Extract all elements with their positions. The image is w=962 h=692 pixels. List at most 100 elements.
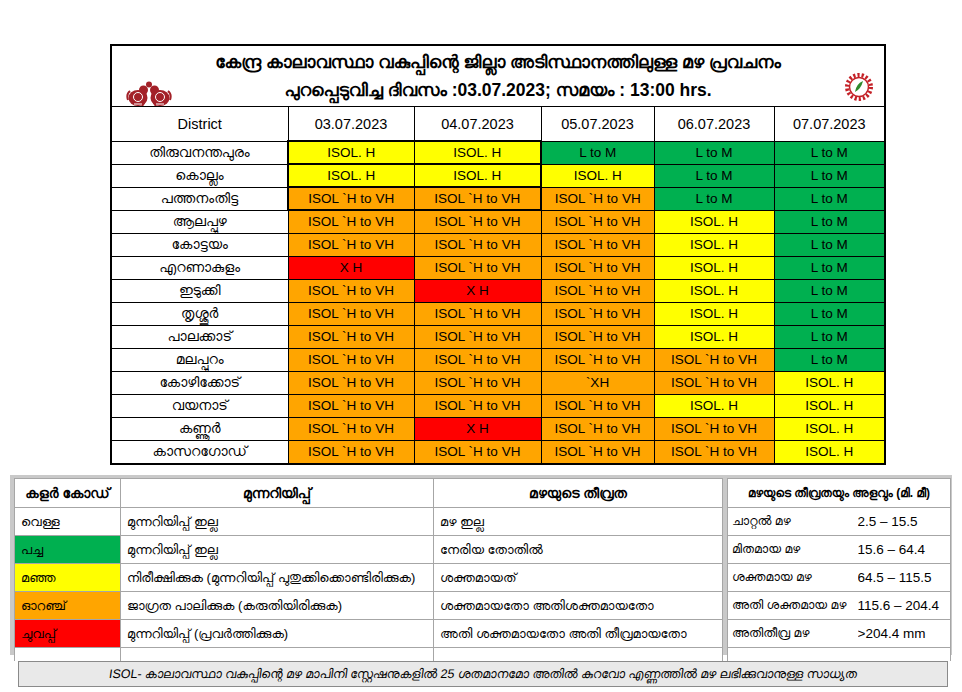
forecast-cell: L to M <box>774 187 885 210</box>
column-header-row: District03.07.202304.07.202305.07.202306… <box>111 107 885 142</box>
forecast-cell: ISOL `H to VH <box>541 233 654 256</box>
rain-type-cell: ശക്തമായ മഴ <box>728 564 858 592</box>
district-name: വയനാട് <box>111 394 288 417</box>
forecast-cell: X H <box>288 256 414 279</box>
forecast-cell: ISOL `H to VH <box>288 440 414 464</box>
forecast-cell: ISOL. H <box>654 394 774 417</box>
rain-range-cell: 64.5 – 115.5 <box>858 564 951 592</box>
warning-cell: മുന്നറിയിപ്പ് ഇല്ല <box>121 508 434 536</box>
rain-type-cell: ചാറ്റൽ മഴ <box>728 508 858 536</box>
forecast-row: വയനാട്ISOL `H to VHISOL `H to VHISOL `H … <box>111 394 885 417</box>
forecast-cell: ISOL `H to VH <box>541 440 654 464</box>
forecast-cell: ISOL `H to VH <box>414 371 541 394</box>
kerala-govt-emblem-icon <box>125 78 173 107</box>
column-header-date: 06.07.2023 <box>654 107 774 142</box>
district-name: പത്തനംതിട്ട <box>111 187 288 210</box>
forecast-cell: L to M <box>774 256 885 279</box>
forecast-row: പാലക്കാട്ISOL `H to VHISOL `H to VHISOL … <box>111 325 885 348</box>
forecast-cell: ISOL `H to VH <box>541 302 654 325</box>
forecast-cell: L to M <box>774 348 885 371</box>
column-header-date: 07.07.2023 <box>774 107 885 142</box>
rain-range-cell: 115.6 – 204.4 <box>858 592 951 620</box>
empty-cell <box>15 648 121 662</box>
forecast-cell: ISOL. H <box>654 256 774 279</box>
forecast-cell: ISOL `H to VH <box>541 256 654 279</box>
rain-amount-row: ശക്തമായ മഴ64.5 – 115.5 <box>728 564 951 592</box>
district-name: പാലക്കാട് <box>111 325 288 348</box>
forecast-cell: L to M <box>774 325 885 348</box>
empty-cell <box>434 648 723 662</box>
forecast-cell: ISOL `H to VH <box>414 394 541 417</box>
forecast-cell: ISOL `H to VH <box>541 417 654 440</box>
legend-filler-row <box>15 648 723 662</box>
forecast-cell: ISOL. H <box>774 371 885 394</box>
column-header-date: 05.07.2023 <box>541 107 654 142</box>
intensity-cell: അതി ശക്തമായതോ അതി തീവ്രമായതോ <box>434 620 723 648</box>
forecast-cell: ISOL `H to VH <box>288 371 414 394</box>
forecast-cell: L to M <box>541 141 654 164</box>
forecast-cell: L to M <box>774 164 885 187</box>
forecast-cell: ISOL `H to VH <box>654 440 774 464</box>
district-name: മലപ്പുറം <box>111 348 288 371</box>
forecast-cell: ISOL `H to VH <box>414 210 541 233</box>
district-name: തിരുവനന്തപുരം <box>111 141 288 164</box>
forecast-section: കേന്ദ്ര കാലാവസ്ഥാ വകുപ്പിന്റെ ജില്ലാ അടി… <box>110 44 886 465</box>
column-header-district: District <box>111 107 288 142</box>
forecast-cell: ISOL. H <box>414 141 541 164</box>
intensity-header: മഴയുടെ തീവ്രതയും അളവും (മി. മീ) <box>728 479 951 508</box>
legend-header-intensity: മഴയുടെ തീവ്രത <box>434 479 723 508</box>
footnote-bar: ISOL- കാലാവസ്ഥാ വകുപ്പിന്റെ മഴ മാപിനി സ്… <box>18 661 948 687</box>
forecast-cell: ISOL. H <box>774 417 885 440</box>
forecast-cell: L to M <box>654 141 774 164</box>
forecast-cell: L to M <box>774 233 885 256</box>
rain-type-cell: അതിതീവ്ര മഴ <box>728 620 858 648</box>
column-header-date: 04.07.2023 <box>414 107 541 142</box>
forecast-row: കോഴിക്കോട്ISOL `H to VHISOL `H to VH`XHI… <box>111 371 885 394</box>
color-swatch-cell: മഞ്ഞ <box>15 564 121 592</box>
forecast-cell: ISOL `H to VH <box>288 325 414 348</box>
empty-cell <box>858 648 951 662</box>
forecast-cell: ISOL `H to VH <box>654 348 774 371</box>
table-title: കേന്ദ്ര കാലാവസ്ഥാ വകുപ്പിന്റെ ജില്ലാ അടി… <box>111 45 885 107</box>
forecast-cell: ISOL. H <box>414 164 541 187</box>
color-swatch-cell: ഓറഞ്ച് <box>15 592 121 620</box>
district-name: കണ്ണൂർ <box>111 417 288 440</box>
intensity-filler-row <box>728 648 951 662</box>
legend-row: മഞ്ഞനിരീക്ഷിക്കുക (മുന്നറിയിപ്പ് പുതുക്ക… <box>15 564 723 592</box>
forecast-cell: ISOL `H to VH <box>414 256 541 279</box>
forecast-cell: ISOL `H to VH <box>541 210 654 233</box>
rain-range-cell: 2.5 – 15.5 <box>858 508 951 536</box>
forecast-cell: ISOL `H to VH <box>654 417 774 440</box>
forecast-cell: `XH <box>541 371 654 394</box>
forecast-cell: ISOL. H <box>654 210 774 233</box>
intensity-cell: മഴ ഇല്ല <box>434 508 723 536</box>
forecast-cell: ISOL `H to VH <box>414 440 541 464</box>
rain-range-cell: >204.4 mm <box>858 620 951 648</box>
rain-type-cell: മിതമായ മഴ <box>728 536 858 564</box>
district-name: കാസറഗോഡ് <box>111 440 288 464</box>
forecast-table: കേന്ദ്ര കാലാവസ്ഥാ വകുപ്പിന്റെ ജില്ലാ അടി… <box>110 44 886 465</box>
forecast-cell: ISOL `H to VH <box>414 325 541 348</box>
legend-row: ഓറഞ്ച്ജാഗ്രത പാലിക്കുക (കരുതിയിരിക്കുക)ശ… <box>15 592 723 620</box>
forecast-row: കണ്ണൂർISOL `H to VHX HISOL `H to VHISOL … <box>111 417 885 440</box>
forecast-cell: ISOL. H <box>654 233 774 256</box>
forecast-cell: L to M <box>654 187 774 210</box>
forecast-cell: ISOL `H to VH <box>414 187 541 210</box>
forecast-cell: L to M <box>774 210 885 233</box>
intensity-cell: ശക്തമായതോ അതിശക്തമായതോ <box>434 592 723 620</box>
forecast-cell: ISOL `H to VH <box>541 394 654 417</box>
forecast-cell: X H <box>414 279 541 302</box>
warning-cell: നിരീക്ഷിക്കുക (മുന്നറിയിപ്പ് പുതുക്കിക്ക… <box>121 564 434 592</box>
forecast-cell: ISOL. H <box>774 440 885 464</box>
forecast-cell: ISOL `H to VH <box>288 394 414 417</box>
intensity-cell: നേരിയ തോതിൽ <box>434 536 723 564</box>
color-swatch-cell: ചുവപ്പ് <box>15 620 121 648</box>
column-header-date: 03.07.2023 <box>288 107 414 142</box>
imd-logo-icon <box>844 72 874 107</box>
warning-cell: മുന്നറിയിപ്പ് (പ്രവർത്തിക്കുക) <box>121 620 434 648</box>
legend-row: പച്ചമുന്നറിയിപ്പ് ഇല്ലനേരിയ തോതിൽ <box>15 536 723 564</box>
district-name: കൊല്ലം <box>111 164 288 187</box>
forecast-row: തിരുവനന്തപുരംISOL. HISOL. HL to ML to ML… <box>111 141 885 164</box>
forecast-cell: ISOL. H <box>654 325 774 348</box>
forecast-cell: ISOL `H to VH <box>288 348 414 371</box>
